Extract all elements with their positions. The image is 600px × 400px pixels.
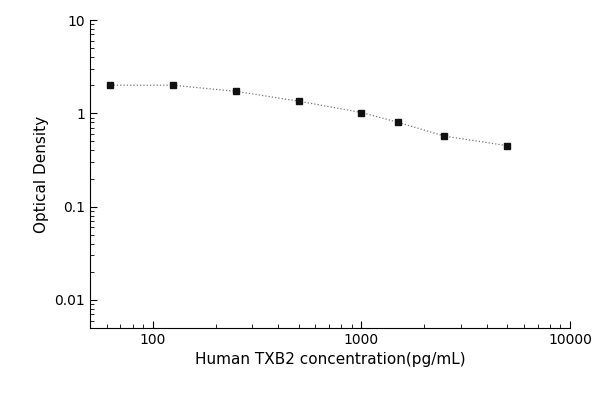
- X-axis label: Human TXB2 concentration(pg/mL): Human TXB2 concentration(pg/mL): [194, 352, 466, 368]
- Y-axis label: Optical Density: Optical Density: [34, 116, 49, 232]
